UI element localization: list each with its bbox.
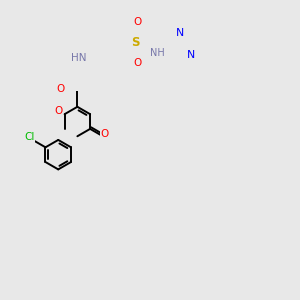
Text: O: O	[55, 106, 63, 116]
Text: O: O	[133, 58, 142, 68]
Text: O: O	[133, 17, 142, 27]
Text: NH: NH	[150, 48, 165, 58]
Text: N: N	[176, 28, 184, 38]
Text: N: N	[187, 50, 195, 60]
Text: HN: HN	[71, 53, 87, 63]
Text: S: S	[131, 36, 139, 49]
Text: O: O	[56, 84, 65, 94]
Text: O: O	[100, 130, 109, 140]
Text: Cl: Cl	[24, 132, 35, 142]
